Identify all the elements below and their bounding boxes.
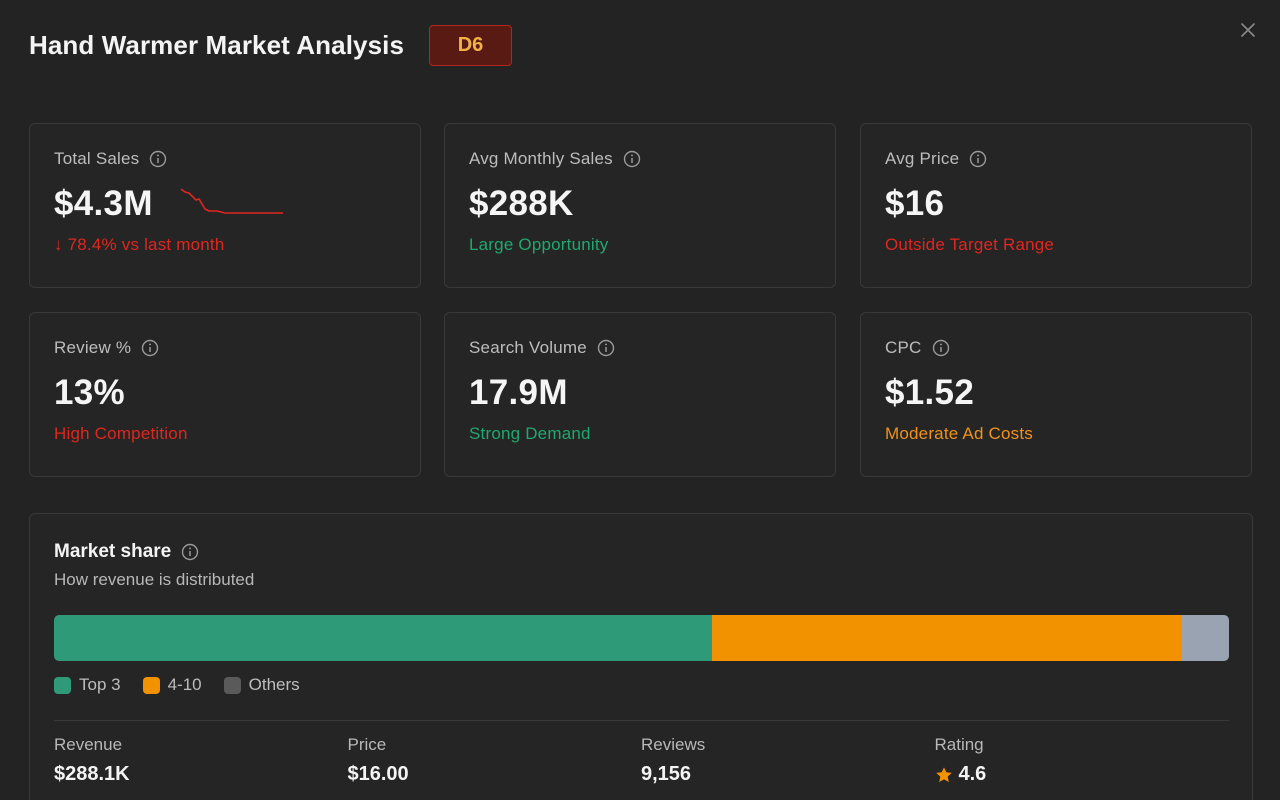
metric-value: $1.52 [885, 373, 975, 412]
metric-value: 17.9M [469, 373, 568, 412]
legend-label: Top 3 [79, 675, 121, 694]
metric-status: ↓ 78.4% vs last month [54, 235, 225, 254]
metric-card-search-volume: Search Volume 17.9M Strong Demand [444, 312, 836, 477]
metric-status: Outside Target Range [885, 235, 1055, 254]
metric-card-avg-monthly-sales: Avg Monthly Sales $288K Large Opportunit… [444, 123, 836, 288]
legend-swatch [142, 676, 160, 694]
metric-status: Moderate Ad Costs [885, 424, 1033, 443]
stat-rating: Rating 4.6 [935, 735, 1229, 786]
close-icon [1241, 23, 1255, 37]
divider [54, 720, 1229, 721]
metric-label: Search Volume [469, 338, 587, 357]
share-segment-4-10[interactable] [712, 615, 1182, 661]
metric-status: Large Opportunity [469, 235, 609, 254]
stat-label: Rating [934, 735, 984, 754]
stat-value: $16.00 [347, 763, 409, 785]
stat-value: $288.1K [54, 763, 130, 785]
metric-label: CPC [885, 338, 922, 357]
metric-status: High Competition [54, 424, 188, 443]
metric-label: Total Sales [54, 149, 140, 168]
star-icon [935, 766, 952, 782]
metric-card-review-percent: Review % 13% High Competition [29, 312, 421, 477]
metric-value: $288K [469, 184, 574, 223]
sales-trend-sparkline [180, 188, 283, 214]
market-share-title: Market share [54, 541, 172, 562]
legend-swatch [223, 676, 241, 694]
share-segment-top3[interactable] [54, 615, 712, 661]
stat-label: Price [347, 735, 387, 754]
info-icon[interactable] [932, 339, 950, 357]
page-header: Hand Warmer Market Analysis D6 [29, 25, 513, 66]
metric-value: $4.3M [54, 184, 153, 223]
stat-value-rating: 4.6 [935, 763, 1229, 786]
metric-label: Review % [54, 338, 132, 357]
share-segment-others[interactable] [1182, 615, 1229, 661]
stat-price: Price $16.00 [348, 735, 642, 786]
metric-value: 13% [54, 373, 125, 412]
market-share-subtitle: How revenue is distributed [54, 570, 255, 589]
info-icon[interactable] [623, 150, 641, 168]
info-icon[interactable] [969, 150, 987, 168]
metric-status: Strong Demand [469, 424, 591, 443]
metric-card-avg-price: Avg Price $16 Outside Target Range [860, 123, 1252, 288]
market-share-legend: Top 3 4-10 Others [54, 675, 1228, 695]
market-share-stats: Revenue $288.1K Price $16.00 Reviews 9,1… [54, 735, 1228, 786]
market-share-bar [54, 615, 1229, 661]
legend-item-others: Others [223, 675, 300, 695]
stat-label: Reviews [641, 735, 706, 754]
legend-label: Others [248, 675, 300, 694]
stat-revenue: Revenue $288.1K [54, 735, 348, 786]
legend-label: 4-10 [167, 675, 202, 694]
metric-card-total-sales: Total Sales $4.3M ↓ 78.4% vs last month [29, 123, 421, 288]
info-icon[interactable] [181, 543, 199, 561]
page-title: Hand Warmer Market Analysis [29, 30, 405, 60]
metric-value: $16 [885, 184, 945, 223]
info-icon[interactable] [141, 339, 159, 357]
close-button[interactable] [1238, 20, 1258, 40]
rating-value: 4.6 [958, 763, 987, 785]
metric-card-cpc: CPC $1.52 Moderate Ad Costs [860, 312, 1252, 477]
info-icon[interactable] [597, 339, 615, 357]
legend-swatch [54, 676, 71, 694]
stat-label: Revenue [54, 735, 123, 754]
market-grade-badge: D6 [429, 25, 513, 66]
metric-label: Avg Monthly Sales [469, 149, 613, 168]
legend-item-4-10: 4-10 [142, 675, 202, 695]
metric-label: Avg Price [885, 149, 960, 168]
stat-reviews: Reviews 9,156 [641, 735, 935, 786]
stat-value: 9,156 [641, 763, 692, 785]
legend-item-top3: Top 3 [54, 675, 121, 695]
info-icon[interactable] [149, 150, 167, 168]
market-share-card: Market share How revenue is distributed … [29, 513, 1253, 800]
